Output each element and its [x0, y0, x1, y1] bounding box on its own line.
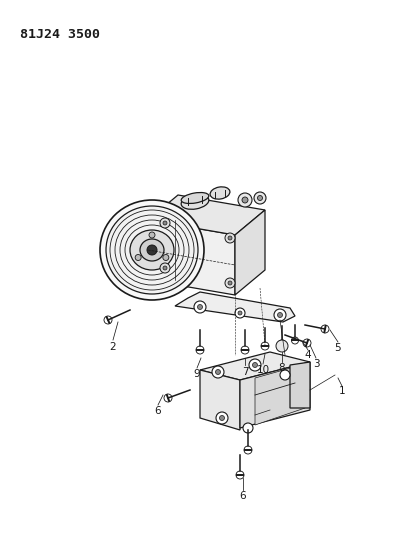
- Ellipse shape: [147, 245, 157, 255]
- Circle shape: [277, 312, 282, 318]
- Circle shape: [248, 359, 260, 371]
- Text: 9: 9: [193, 369, 200, 379]
- Circle shape: [162, 254, 168, 261]
- Circle shape: [162, 221, 166, 225]
- Circle shape: [215, 369, 220, 375]
- Circle shape: [225, 233, 235, 243]
- Text: 3: 3: [312, 359, 318, 369]
- Circle shape: [227, 281, 231, 285]
- Text: 8: 8: [278, 363, 285, 373]
- Ellipse shape: [100, 200, 203, 300]
- Text: 4: 4: [304, 350, 310, 360]
- Text: 7: 7: [241, 367, 248, 377]
- Circle shape: [275, 340, 287, 352]
- Ellipse shape: [130, 230, 174, 270]
- Ellipse shape: [210, 187, 229, 199]
- Polygon shape: [289, 362, 309, 408]
- Circle shape: [211, 366, 223, 378]
- Circle shape: [273, 309, 285, 321]
- Text: 1: 1: [338, 386, 344, 396]
- Polygon shape: [254, 364, 304, 425]
- Circle shape: [219, 416, 224, 421]
- Circle shape: [194, 301, 205, 313]
- Circle shape: [149, 232, 155, 238]
- Polygon shape: [174, 292, 294, 322]
- Circle shape: [237, 311, 241, 315]
- Circle shape: [241, 197, 247, 203]
- Text: 10: 10: [256, 365, 269, 375]
- Circle shape: [197, 304, 202, 310]
- Polygon shape: [239, 362, 309, 428]
- Polygon shape: [200, 370, 239, 430]
- Ellipse shape: [140, 239, 164, 261]
- Polygon shape: [148, 195, 264, 235]
- Ellipse shape: [181, 192, 208, 204]
- Circle shape: [160, 263, 170, 273]
- Ellipse shape: [106, 206, 198, 294]
- Text: 6: 6: [154, 406, 161, 416]
- Circle shape: [257, 196, 262, 200]
- Polygon shape: [235, 210, 264, 295]
- Polygon shape: [200, 352, 309, 380]
- Circle shape: [237, 193, 251, 207]
- Text: 6: 6: [239, 491, 246, 501]
- Circle shape: [160, 218, 170, 228]
- Circle shape: [135, 254, 141, 261]
- Circle shape: [252, 362, 257, 367]
- Circle shape: [225, 278, 235, 288]
- Circle shape: [215, 412, 227, 424]
- Circle shape: [279, 370, 289, 380]
- Circle shape: [162, 266, 166, 270]
- Circle shape: [242, 423, 252, 433]
- Circle shape: [235, 308, 244, 318]
- Text: 5: 5: [334, 343, 340, 353]
- Polygon shape: [148, 220, 235, 295]
- Circle shape: [227, 236, 231, 240]
- Circle shape: [253, 192, 265, 204]
- Text: 2: 2: [109, 342, 116, 352]
- Ellipse shape: [181, 195, 209, 209]
- Text: 81J24 3500: 81J24 3500: [20, 28, 100, 41]
